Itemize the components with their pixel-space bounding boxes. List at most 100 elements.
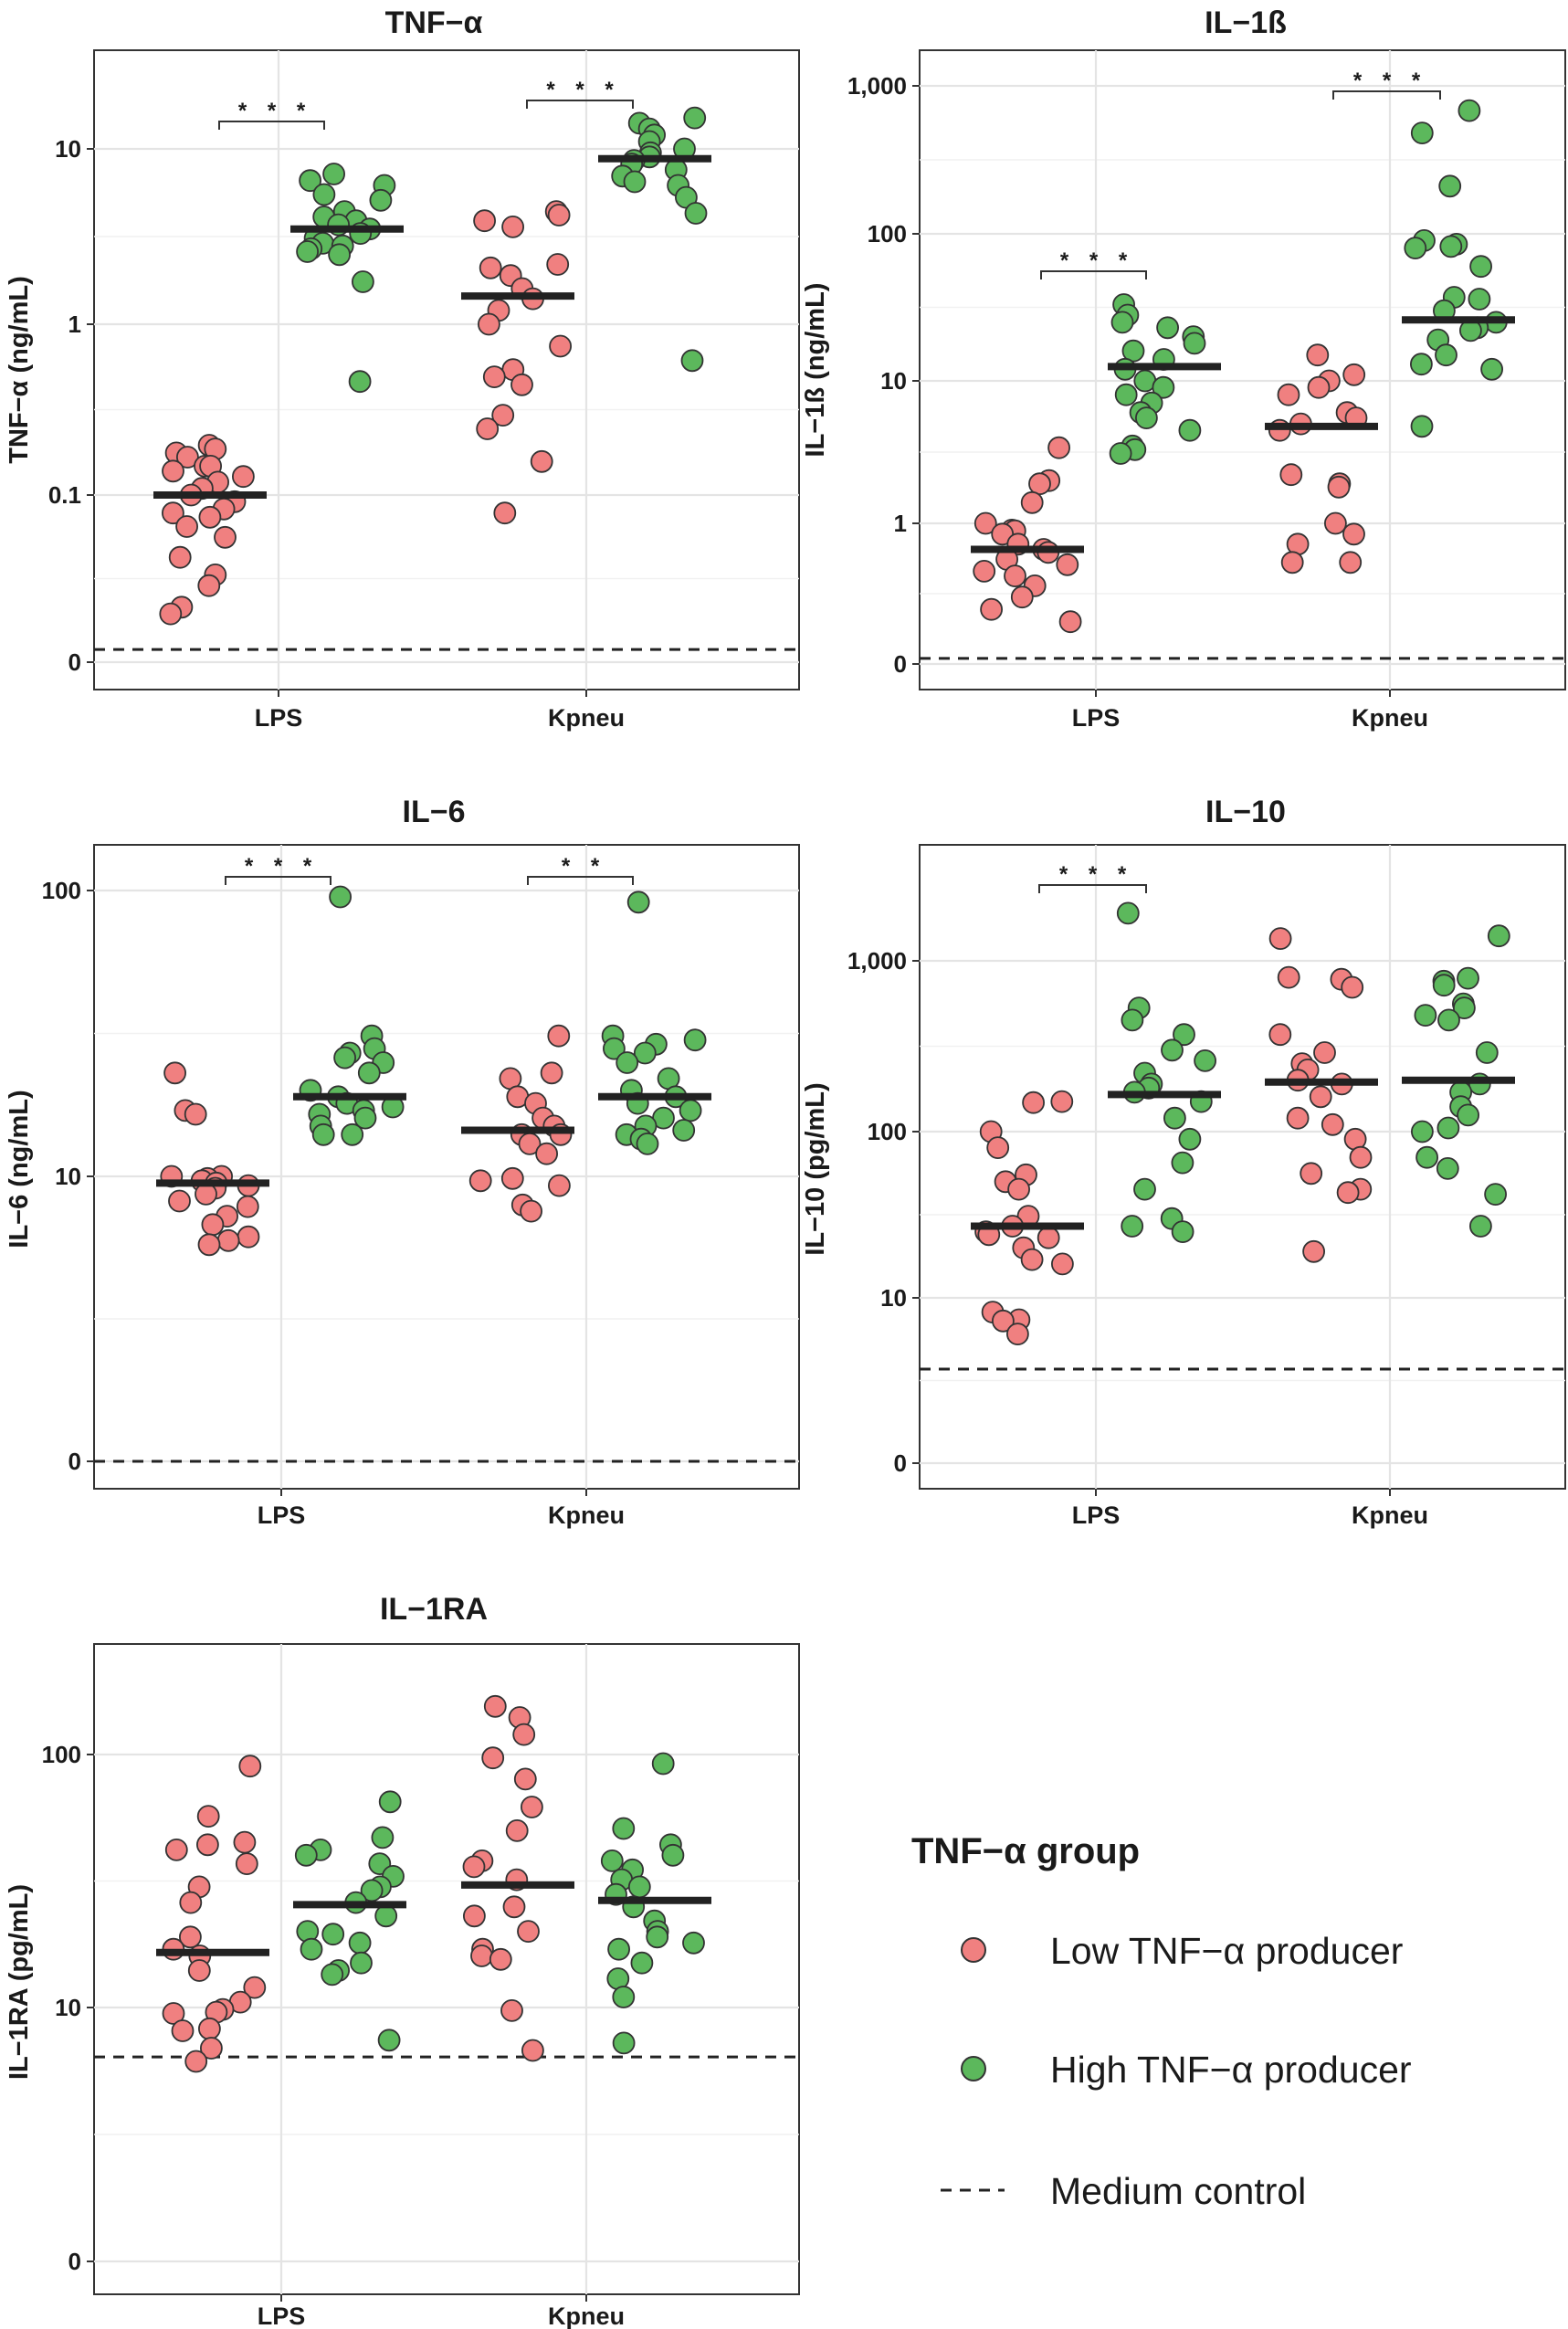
y-tick-label: 0 (894, 1449, 907, 1477)
y-axis-label: IL−1ß (ng/mL) (801, 283, 830, 458)
data-point (162, 2002, 185, 2025)
data-point (195, 1183, 217, 1206)
data-point (296, 240, 320, 263)
data-point (1307, 375, 1331, 399)
data-point (1484, 1183, 1507, 1206)
panel-il-1ra: IL−1RA IL−1RA (pg/mL) 0 10 100 LPS Kpneu (5, 1592, 800, 2329)
significance-bracket (1332, 90, 1441, 100)
data-point (473, 209, 496, 233)
significance-label: * * * (1060, 248, 1134, 273)
panel-il-1b: IL−1ß IL−1ß (ng/mL) 0 1 10 100 1,000 * * * * *… (801, 5, 1566, 732)
plot-area: 0 10 100 * * * * * (42, 845, 799, 1496)
plot-area: 0 0.1 1 10 * * * * * * (48, 50, 799, 697)
data-point (1109, 442, 1132, 465)
data-point (521, 2039, 544, 2062)
x-tick-label: Kpneu (1352, 704, 1428, 732)
data-point (1183, 332, 1206, 355)
data-point (1135, 406, 1158, 430)
data-point (973, 560, 996, 583)
data-point (603, 1037, 626, 1060)
data-point (231, 465, 255, 489)
y-tick-label: 100 (42, 877, 81, 904)
data-point (1438, 174, 1462, 198)
y-axis-label: TNF−α (ng/mL) (5, 276, 34, 464)
legend-label-low-producer: Low TNF−α producer (1050, 1930, 1403, 1972)
plot-area: 0 1 10 100 1,000 * * * * * * (847, 50, 1565, 697)
data-point (1313, 1041, 1336, 1064)
data-point (197, 2017, 221, 2040)
significance-bracket (526, 100, 634, 109)
data-point (294, 1843, 318, 1867)
data-point (360, 1879, 384, 1902)
data-point (198, 505, 222, 529)
data-point (1121, 339, 1145, 363)
data-point (1171, 1220, 1194, 1243)
data-point (1469, 1215, 1492, 1238)
data-point (1457, 1103, 1479, 1127)
data-point (548, 1174, 571, 1197)
data-point (175, 446, 199, 469)
data-point (1300, 1162, 1323, 1186)
data-point (195, 1833, 219, 1857)
data-point (684, 202, 708, 225)
x-tick-label: LPS (255, 704, 303, 732)
y-axis-label: IL−6 (ng/mL) (5, 1090, 34, 1248)
data-point (986, 1136, 1010, 1159)
data-point (1436, 1116, 1460, 1140)
data-point (300, 1937, 323, 1961)
data-point (1349, 1145, 1373, 1169)
data-point (348, 1931, 372, 1955)
data-point (299, 169, 322, 193)
y-axis-label: IL−10 (pg/mL) (801, 1082, 830, 1255)
x-tick-label: LPS (258, 1502, 306, 1529)
data-point (350, 1951, 373, 1975)
data-point (1404, 237, 1427, 260)
data-point (1468, 288, 1491, 311)
significance-bracket (218, 121, 325, 130)
data-point (1121, 1008, 1144, 1032)
data-point (1116, 901, 1140, 925)
data-point (1173, 1023, 1195, 1047)
data-point (1110, 311, 1134, 334)
data-point (348, 370, 372, 394)
data-point (1469, 255, 1492, 279)
data-point (481, 1746, 505, 1770)
data-point (1475, 1041, 1499, 1064)
data-point (1007, 1177, 1030, 1201)
significance-label: * * * (546, 78, 620, 102)
y-tick-label: 1 (894, 510, 907, 537)
data-point (1342, 363, 1366, 386)
data-point (1171, 1151, 1194, 1175)
data-point (214, 525, 237, 549)
data-point (1156, 316, 1179, 340)
plot-frame (919, 844, 1566, 1490)
data-point (501, 215, 524, 238)
data-point (1487, 924, 1510, 948)
data-point (549, 334, 572, 358)
data-point (1178, 1127, 1202, 1151)
data-point (175, 515, 199, 538)
plot-area: 0 10 100 1,000 * * * (847, 845, 1565, 1496)
x-tick-label: Kpneu (548, 1502, 625, 1529)
x-tick-label: LPS (1072, 704, 1121, 732)
data-point (357, 1061, 381, 1085)
data-point (521, 1796, 543, 1818)
data-point (1037, 1226, 1060, 1249)
data-point (636, 1133, 659, 1155)
data-point (1321, 1112, 1344, 1136)
data-point (493, 501, 517, 525)
significance-bracket (225, 876, 331, 885)
data-point (478, 312, 500, 336)
y-tick-label: 10 (55, 135, 81, 163)
data-point (510, 373, 533, 396)
data-point (201, 1213, 225, 1237)
y-tick-label: 1 (68, 311, 81, 338)
data-point (547, 1024, 571, 1048)
data-point (369, 188, 393, 212)
data-point (378, 1790, 402, 1814)
data-point (482, 365, 506, 389)
data-point (1336, 1181, 1360, 1205)
data-point (646, 1925, 669, 1949)
data-point (612, 1817, 636, 1840)
